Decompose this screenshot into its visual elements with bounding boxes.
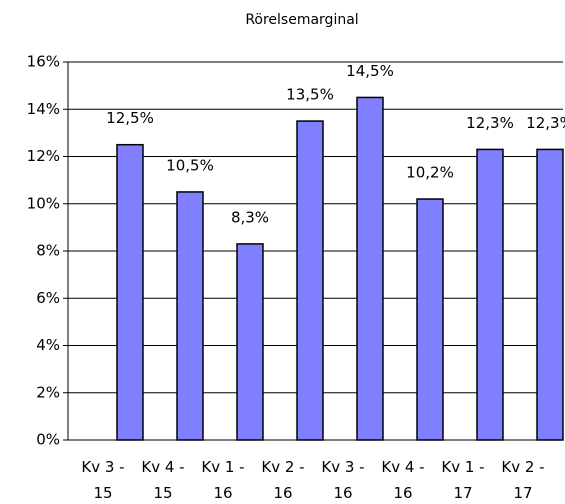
chart-title: Rörelsemarginal: [245, 12, 358, 28]
bar: [356, 96, 384, 441]
x-tick-label: Kv 1 -16: [201, 458, 244, 502]
data-label: 10,2%: [406, 164, 454, 182]
bar: [416, 198, 444, 441]
x-tick-label: Kv 4 -16: [381, 458, 424, 502]
y-tick-label: 6%: [36, 289, 60, 307]
data-label: 12,3%: [526, 114, 565, 132]
data-label: 12,3%: [466, 114, 514, 132]
y-tick-label: 16%: [27, 53, 60, 71]
y-tick-label: 10%: [27, 194, 60, 212]
bar: [296, 120, 324, 441]
y-tick-label: 4%: [36, 336, 60, 354]
x-tick-label: Kv 3 -15: [81, 458, 124, 502]
x-tick-label: Kv 2 -16: [261, 458, 304, 502]
data-label: 12,5%: [106, 109, 154, 127]
data-label: 13,5%: [286, 86, 334, 104]
y-tick-label: 8%: [36, 242, 60, 260]
y-tick-label: 14%: [27, 100, 60, 118]
x-tick-label: Kv 3 -16: [321, 458, 364, 502]
bar: [476, 148, 504, 441]
bar: [536, 148, 564, 441]
x-tick-label: Kv 2 -17: [501, 458, 544, 502]
bar: [176, 191, 204, 441]
y-tick-label: 0%: [36, 431, 60, 449]
y-tick-label: 12%: [27, 147, 60, 165]
data-label: 8,3%: [231, 208, 269, 226]
bar: [116, 143, 144, 441]
data-label: 14,5%: [346, 62, 394, 80]
y-tick-label: 2%: [36, 383, 60, 401]
data-label: 10,5%: [166, 156, 214, 174]
x-tick-label: Kv 1 -17: [441, 458, 484, 502]
x-tick-label: Kv 4 -15: [141, 458, 184, 502]
bar: [236, 243, 264, 441]
